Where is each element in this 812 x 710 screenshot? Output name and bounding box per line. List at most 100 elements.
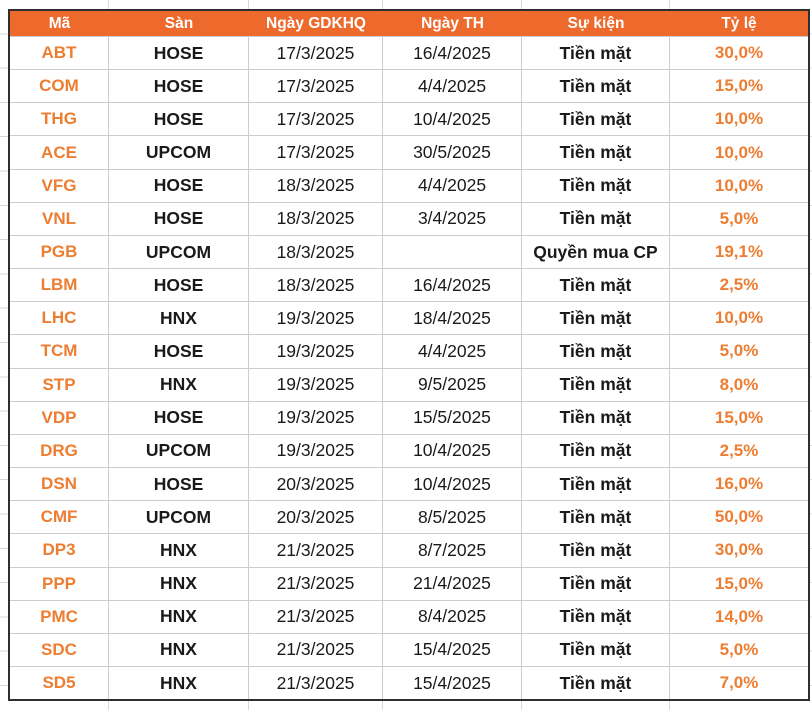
cell-exec-date: 16/4/2025 bbox=[383, 37, 522, 70]
cell-ex-date: 19/3/2025 bbox=[249, 434, 383, 468]
table-header-row: Mã Sàn Ngày GDKHQ Ngày TH Sự kiện Tỷ lệ bbox=[10, 11, 808, 36]
cell-ex-date: 20/3/2025 bbox=[249, 501, 383, 534]
cell-event: Quyền mua CP bbox=[522, 235, 670, 269]
table-body: ABT HOSE 17/3/2025 16/4/2025 Tiền mặt 30… bbox=[10, 36, 808, 700]
table-row: DSN HOSE 20/3/2025 10/4/2025 Tiền mặt 16… bbox=[10, 467, 808, 501]
table-row: LBM HOSE 18/3/2025 16/4/2025 Tiền mặt 2,… bbox=[10, 268, 808, 302]
cell-code: DRG bbox=[10, 434, 109, 468]
cell-code: LHC bbox=[10, 302, 109, 335]
cell-exec-date: 8/4/2025 bbox=[383, 600, 522, 633]
cell-exchange: HOSE bbox=[109, 335, 249, 368]
cell-exchange: HOSE bbox=[109, 202, 249, 235]
cell-ratio: 50,0% bbox=[714, 507, 764, 527]
table-row: PGB UPCOM 18/3/2025 Quyền mua CP 19,1% bbox=[10, 234, 808, 269]
table-row: SDC HNX 21/3/2025 15/4/2025 Tiền mặt 5,0… bbox=[10, 632, 808, 666]
cell-ratio: 5,0% bbox=[719, 639, 759, 659]
table-row: COM HOSE 17/3/2025 4/4/2025 Tiền mặt 15,… bbox=[10, 69, 808, 103]
cell-ratio: 19,1% bbox=[714, 242, 764, 262]
cell-code: PPP bbox=[10, 567, 109, 600]
cell-ex-date: 17/3/2025 bbox=[249, 103, 383, 136]
cell-code: COM bbox=[10, 70, 109, 103]
cell-event: Tiền mặt bbox=[522, 501, 670, 534]
cell-ratio: 15,0% bbox=[714, 76, 764, 96]
cell-code: DSN bbox=[10, 468, 109, 501]
cell-exec-date: 10/4/2025 bbox=[383, 103, 522, 136]
cell-ratio: 10,0% bbox=[714, 109, 764, 129]
cell-code: SDC bbox=[10, 633, 109, 666]
cell-code: SD5 bbox=[10, 666, 109, 700]
cell-exchange: HOSE bbox=[109, 70, 249, 103]
cell-exec-date: 10/4/2025 bbox=[383, 468, 522, 501]
table-row: TCM HOSE 19/3/2025 4/4/2025 Tiền mặt 5,0… bbox=[10, 334, 808, 368]
cell-event: Tiền mặt bbox=[522, 37, 670, 70]
table-row: ABT HOSE 17/3/2025 16/4/2025 Tiền mặt 30… bbox=[10, 36, 808, 70]
column-header-ex-date: Ngày GDKHQ bbox=[266, 14, 366, 32]
cell-exec-date: 30/5/2025 bbox=[383, 136, 522, 169]
cell-exchange: HNX bbox=[109, 534, 249, 567]
column-header-exec-date: Ngày TH bbox=[421, 14, 484, 32]
cell-exec-date: 8/5/2025 bbox=[383, 501, 522, 534]
table-row: PMC HNX 21/3/2025 8/4/2025 Tiền mặt 14,0… bbox=[10, 599, 808, 633]
cell-event: Tiền mặt bbox=[522, 368, 670, 401]
cell-event: Tiền mặt bbox=[522, 202, 670, 235]
cell-exchange: HOSE bbox=[109, 103, 249, 136]
cell-event: Tiền mặt bbox=[522, 335, 670, 368]
cell-event: Tiền mặt bbox=[522, 600, 670, 633]
cell-code: ACE bbox=[10, 136, 109, 169]
table-row: VNL HOSE 18/3/2025 3/4/2025 Tiền mặt 5,0… bbox=[10, 201, 808, 235]
cell-code: CMF bbox=[10, 501, 109, 534]
column-header-event: Sự kiện bbox=[567, 14, 625, 32]
cell-ratio: 16,0% bbox=[714, 474, 764, 494]
cell-event: Tiền mặt bbox=[522, 567, 670, 600]
cell-exchange: UPCOM bbox=[109, 235, 249, 269]
cell-exec-date: 3/4/2025 bbox=[383, 202, 522, 235]
cell-ratio: 5,0% bbox=[719, 208, 759, 228]
cell-event: Tiền mặt bbox=[522, 534, 670, 567]
cell-ex-date: 21/3/2025 bbox=[249, 534, 383, 567]
cell-exchange: HNX bbox=[109, 567, 249, 600]
table-row: THG HOSE 17/3/2025 10/4/2025 Tiền mặt 10… bbox=[10, 102, 808, 136]
cell-ex-date: 21/3/2025 bbox=[249, 600, 383, 633]
table-row: PPP HNX 21/3/2025 21/4/2025 Tiền mặt 15,… bbox=[10, 566, 808, 600]
cell-exchange: HOSE bbox=[109, 169, 249, 202]
table-row: VFG HOSE 18/3/2025 4/4/2025 Tiền mặt 10,… bbox=[10, 168, 808, 202]
cell-ratio: 30,0% bbox=[714, 540, 764, 560]
table-row: DP3 HNX 21/3/2025 8/7/2025 Tiền mặt 30,0… bbox=[10, 533, 808, 567]
cell-exchange: UPCOM bbox=[109, 501, 249, 534]
cell-exec-date: 10/4/2025 bbox=[383, 434, 522, 468]
cell-ratio: 15,0% bbox=[714, 573, 764, 593]
cell-exec-date: 15/4/2025 bbox=[383, 666, 522, 700]
cell-ex-date: 21/3/2025 bbox=[249, 633, 383, 666]
cell-exec-date: 16/4/2025 bbox=[383, 269, 522, 302]
cell-ratio: 15,0% bbox=[714, 407, 764, 427]
cell-ex-date: 18/3/2025 bbox=[249, 235, 383, 269]
cell-exchange: HOSE bbox=[109, 37, 249, 70]
cell-code: DP3 bbox=[10, 534, 109, 567]
cell-exchange: HNX bbox=[109, 666, 249, 700]
dividend-events-table: Mã Sàn Ngày GDKHQ Ngày TH Sự kiện Tỷ lệ … bbox=[8, 9, 810, 701]
cell-ratio: 5,0% bbox=[719, 341, 759, 361]
cell-exchange: HNX bbox=[109, 368, 249, 401]
cell-exchange: HOSE bbox=[109, 401, 249, 434]
cell-ex-date: 17/3/2025 bbox=[249, 37, 383, 70]
table-row: VDP HOSE 19/3/2025 15/5/2025 Tiền mặt 15… bbox=[10, 400, 808, 434]
table-row: DRG UPCOM 19/3/2025 10/4/2025 Tiền mặt 2… bbox=[10, 433, 808, 468]
cell-ex-date: 18/3/2025 bbox=[249, 169, 383, 202]
cell-event: Tiền mặt bbox=[522, 633, 670, 666]
cell-ex-date: 18/3/2025 bbox=[249, 202, 383, 235]
cell-exec-date: 21/4/2025 bbox=[383, 567, 522, 600]
cell-code: ABT bbox=[10, 37, 109, 70]
cell-event: Tiền mặt bbox=[522, 70, 670, 103]
cell-exec-date: 15/5/2025 bbox=[383, 401, 522, 434]
cell-code: STP bbox=[10, 368, 109, 401]
cell-code: VDP bbox=[10, 401, 109, 434]
column-header-ratio: Tỷ lệ bbox=[721, 14, 757, 32]
cell-event: Tiền mặt bbox=[522, 434, 670, 468]
cell-exchange: HOSE bbox=[109, 269, 249, 302]
cell-event: Tiền mặt bbox=[522, 103, 670, 136]
cell-code: PGB bbox=[10, 235, 109, 269]
cell-code: VFG bbox=[10, 169, 109, 202]
cell-event: Tiền mặt bbox=[522, 302, 670, 335]
cell-ratio: 10,0% bbox=[714, 308, 764, 328]
